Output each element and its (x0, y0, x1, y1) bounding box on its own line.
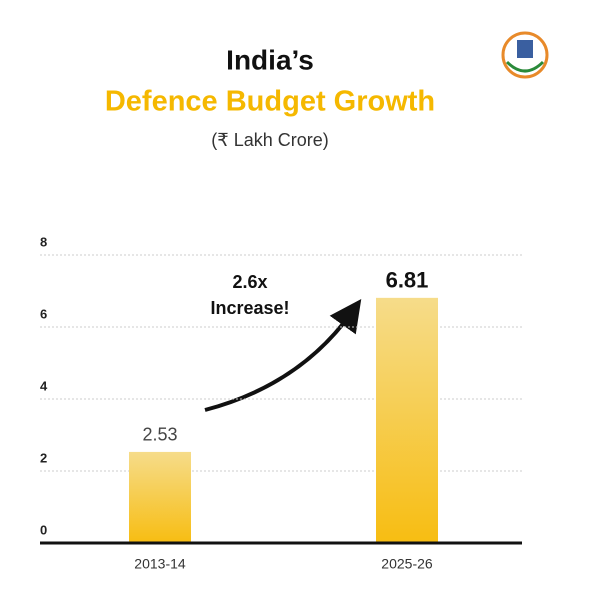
x-tick-label: 2025-26 (381, 556, 433, 572)
annotation: Increase! (210, 298, 289, 318)
bar (129, 451, 191, 543)
y-tick-label: 4 (40, 378, 48, 393)
logo (501, 31, 549, 79)
y-tick-label: 6 (40, 306, 47, 321)
value-label: 2.53 (142, 425, 177, 445)
bar (376, 297, 438, 543)
arrow (204, 298, 362, 412)
x-tick-label: 2013-14 (134, 556, 186, 572)
annotation: 2.6x (232, 272, 267, 292)
value-label: 6.81 (386, 268, 429, 293)
y-tick-label: 2 (40, 450, 47, 465)
unit-label: (₹ Lakh Crore) (211, 130, 328, 150)
y-tick-label: 0 (40, 522, 47, 537)
chart-title: India’s (226, 44, 314, 75)
chart-subtitle: Defence Budget Growth (105, 86, 435, 118)
y-tick-label: 8 (40, 234, 47, 249)
